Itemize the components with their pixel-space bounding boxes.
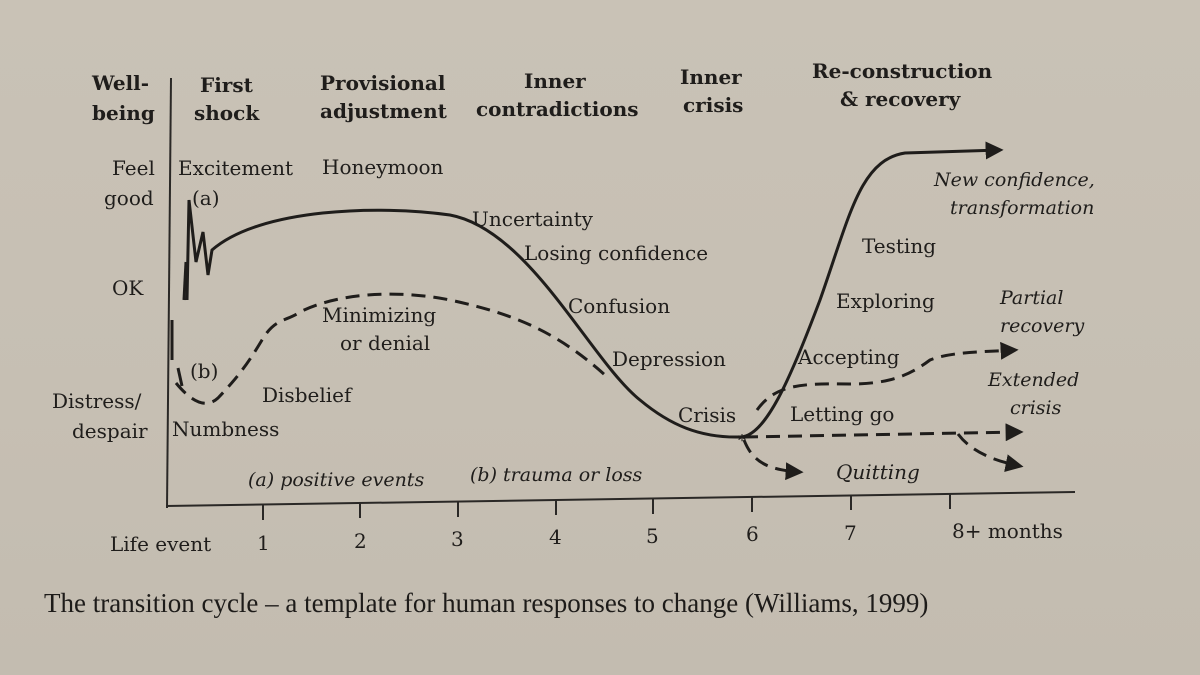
label-disbelief: Disbelief [262,383,353,407]
x-tick-2: 2 [354,529,367,553]
extended-crisis-lower-branch [956,433,1024,472]
label-crisis: Crisis [678,403,736,427]
phase-inner-crisis-2: crisis [683,93,743,117]
x-tick-7: 7 [844,521,857,545]
legend-trauma: (b) trauma or loss [470,464,643,486]
phase-inner-contra-1: Inner [524,69,586,93]
y-title-line2: being [92,101,155,125]
y-distress-1: Distress/ [52,389,142,413]
y-axis [166,77,172,509]
y-distress-2: despair [72,419,148,443]
x-tick-1: 1 [257,531,270,555]
x-tick-6: 6 [746,522,759,546]
label-quitting: Quitting [836,460,920,484]
phase-provisional-2: adjustment [320,99,448,123]
curve-a-tail [182,261,188,301]
label-depression: Depression [612,347,726,371]
label-accepting: Accepting [797,345,900,369]
phase-provisional-1: Provisional [320,71,446,95]
x-tick-4: 4 [549,525,562,549]
label-honeymoon: Honeymoon [322,155,444,179]
label-new-confidence-1: New confidence, [933,169,1095,191]
extended-crisis-branch [743,423,1024,442]
label-minimizing-1: Minimizing [322,303,436,327]
x-axis-ticks [262,494,951,520]
y-feel-good-1: Feel [112,156,155,180]
phase-first-shock-1: First [200,73,254,97]
label-minimizing-2: or denial [340,331,430,355]
phase-inner-crisis-1: Inner [680,65,742,89]
x-axis [165,491,1076,507]
label-numbness: Numbness [172,417,279,441]
crisis-star: * [738,431,746,450]
phase-first-shock-2: shock [194,101,260,125]
positive-events-curve [185,141,1004,439]
phase-inner-contra-2: contradictions [476,97,639,121]
label-losing-confidence: Losing confidence [524,241,708,265]
label-uncertainty: Uncertainty [472,207,594,231]
legend-positive: (a) positive events [248,469,424,491]
label-extended-crisis-1: Extended [987,369,1079,391]
phase-reconstruction-1: Re-construction [812,59,993,83]
x-tick-life-event: Life event [110,532,211,556]
y-title-line1: Well- [91,71,149,95]
label-testing: Testing [862,234,936,258]
phase-reconstruction-2: & recovery [840,87,962,111]
figure-caption: The transition cycle – a template for hu… [44,588,929,618]
letting-go-branch [755,341,1019,411]
label-confusion: Confusion [568,294,670,318]
y-ok: OK [112,276,144,300]
label-excitement: Excitement [178,156,293,180]
x-tick-5: 5 [646,524,659,548]
trauma-loss-curve [174,292,606,405]
label-partial-recovery-1: Partial [999,287,1063,309]
label-extended-crisis-2: crisis [1010,397,1062,419]
label-b-marker: (b) [190,359,218,383]
label-exploring: Exploring [836,289,935,313]
label-a-marker: (a) [192,186,220,210]
label-letting-go: Letting go [790,402,894,426]
label-new-confidence-2: transformation [950,197,1094,219]
x-tick-3: 3 [451,527,464,551]
y-feel-good-2: good [104,186,154,210]
curve-b-start [170,320,184,387]
label-partial-recovery-2: recovery [1000,315,1084,337]
quitting-branch [742,439,804,481]
x-tick-8-months: 8+ months [952,519,1063,543]
